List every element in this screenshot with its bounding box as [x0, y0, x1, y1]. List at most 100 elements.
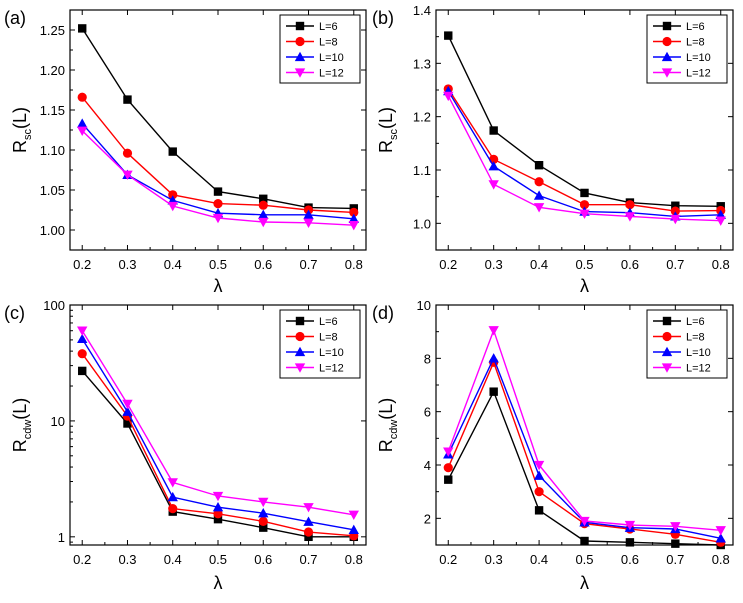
data-point [443, 463, 453, 473]
x-tick-label: 0.5 [575, 257, 593, 272]
panel-c: 0.2 0.3 0.4 0.5 0.6 0.7 0.8 1 10 100 (c) λ Rcdw(L) L=… [4, 298, 367, 593]
series-line [447, 90, 721, 218]
y-tick-label: 1.1 [413, 163, 431, 178]
data-point [444, 475, 453, 484]
legend-label: L=8 [686, 37, 705, 49]
data-point [303, 516, 314, 526]
x-tick-label: 0.6 [254, 257, 272, 272]
data-point [348, 510, 359, 520]
legend-label: L=8 [319, 332, 338, 344]
x-tick-label: 0.3 [485, 257, 503, 272]
data-point [77, 326, 88, 336]
data-point [534, 487, 544, 497]
legend-label: L=12 [686, 363, 711, 375]
data-point [580, 188, 589, 198]
panel-b: 0.2 0.3 0.4 0.5 0.6 0.7 0.8 1.0 1.1 1.2 1.3 1.4 (b) λ… [372, 3, 734, 296]
x-tick-label: 0.5 [209, 552, 227, 567]
data-point [348, 524, 359, 534]
x-axis-title: λ [580, 573, 589, 593]
panel-a: 0.2 0.3 0.4 0.5 0.6 0.7 0.8 1.00 1.05 1.10 1.15 1.2… [4, 8, 367, 296]
y-axis-title: Rcdw(L) [376, 398, 400, 453]
y-tick-label: 1.05 [40, 183, 65, 198]
data-point [259, 523, 268, 532]
x-tick-label: 0.4 [530, 257, 548, 272]
data-point [303, 218, 314, 228]
data-point [259, 194, 268, 203]
x-tick-label: 0.7 [299, 257, 317, 272]
data-point [443, 447, 454, 457]
x-tick-label: 0.8 [345, 552, 363, 567]
data-point [212, 213, 224, 224]
series-line [447, 356, 721, 540]
data-point [671, 539, 680, 548]
data-point [77, 333, 88, 344]
x-tick-label: 0.6 [621, 257, 639, 272]
legend-label: L=6 [686, 21, 705, 33]
legend: L=6 L=8 L=10 L=12 [279, 309, 361, 379]
x-tick-label: 0.8 [345, 257, 363, 272]
data-point [122, 148, 133, 158]
x-tick-label: 0.4 [164, 552, 182, 567]
y-tick-label: 1.4 [413, 3, 431, 18]
data-point [303, 503, 314, 513]
x-tick-label: 0.3 [118, 257, 136, 272]
legend-label: L=6 [686, 316, 705, 328]
x-tick-label: 0.4 [530, 552, 548, 567]
data-point [533, 470, 545, 480]
data-point [625, 200, 635, 210]
x-tick-label: 0.8 [712, 552, 730, 567]
x-tick-label: 0.2 [439, 257, 457, 272]
legend-swatch-marker [294, 346, 306, 357]
y-tick-label: 1.25 [40, 23, 65, 38]
data-point [670, 214, 681, 225]
data-point [533, 190, 545, 200]
legend-label: L=10 [686, 52, 711, 64]
y-tick-label: 6 [424, 405, 431, 420]
data-point [579, 516, 590, 527]
legend-swatch-marker [661, 363, 673, 373]
legend-label: L=8 [319, 37, 338, 49]
data-point [78, 24, 87, 33]
x-tick-label: 0.2 [439, 552, 457, 567]
legend-label: L=10 [319, 52, 344, 64]
data-point [258, 516, 268, 526]
data-point [78, 366, 87, 376]
data-point [303, 209, 314, 219]
data-point [488, 326, 499, 336]
y-tick-label: 1.10 [40, 143, 65, 158]
series-l-8 [77, 92, 359, 217]
panel-d: 0.2 0.3 0.4 0.5 0.6 0.7 0.8 2 4 6 8 10 (d) λ Rcdw(L) L=… [372, 298, 734, 593]
legend-label: L=10 [686, 347, 711, 359]
data-point [122, 170, 133, 180]
data-point [213, 509, 223, 519]
y-tick-label: 1.00 [40, 223, 65, 238]
data-point [122, 399, 133, 410]
y-tick-label: 100 [43, 298, 65, 313]
y-tick-label: 8 [424, 351, 431, 366]
legend-label: L=12 [319, 68, 344, 80]
legend-label: L=8 [686, 332, 705, 344]
legend-swatch-marker [295, 331, 305, 342]
legend-swatch-marker [294, 51, 306, 62]
data-point [533, 460, 545, 471]
data-point [488, 180, 499, 190]
data-point [444, 31, 453, 40]
data-point [77, 349, 87, 359]
panel-label: (d) [372, 303, 394, 323]
data-point [349, 207, 359, 217]
y-tick-label: 1.20 [40, 63, 65, 78]
data-point [489, 387, 498, 396]
legend-swatch-marker [662, 331, 672, 342]
legend-swatch-marker [662, 36, 672, 47]
data-point [579, 209, 590, 219]
data-point [123, 95, 132, 104]
data-point [715, 526, 726, 536]
panel-label: (b) [372, 8, 394, 28]
legend: L=6 L=8 L=10 L=12 [279, 14, 361, 84]
legend-label: L=12 [686, 68, 711, 80]
data-point [212, 502, 224, 512]
data-point [488, 161, 499, 171]
series-l-12 [77, 126, 359, 231]
data-point [348, 221, 359, 231]
